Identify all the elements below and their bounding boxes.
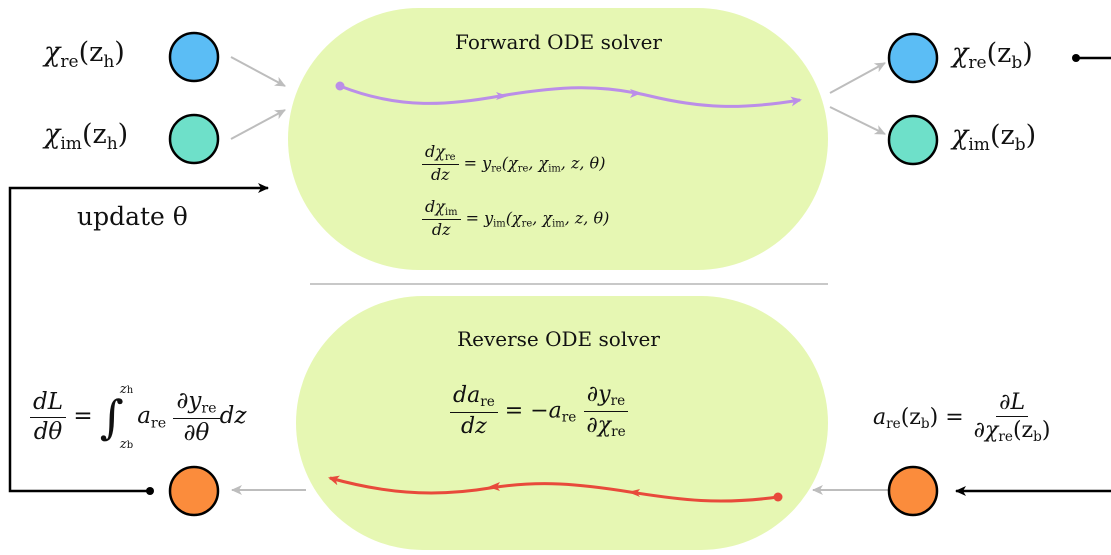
node-chi-im-h bbox=[168, 113, 220, 165]
label-chi-re-h: χre(zh) bbox=[44, 37, 125, 72]
arrow-im-h-to-solver bbox=[230, 109, 286, 140]
reverse-mid-arrowhead-2 bbox=[488, 482, 500, 491]
feedback-loop-dot bbox=[146, 487, 154, 495]
forward-equation-im: dχim dz = yim(χre, χim, z, θ) bbox=[422, 197, 609, 240]
reverse-equation: dare dz = −are ∂yre ∂χre bbox=[450, 382, 629, 441]
forward-solver-title: Forward ODE solver bbox=[455, 30, 662, 54]
reverse-solver-title: Reverse ODE solver bbox=[457, 327, 660, 351]
forward-mid-arrowhead-1 bbox=[496, 92, 508, 100]
forward-mid-arrowhead-2 bbox=[630, 89, 642, 98]
reverse-solver-blob bbox=[296, 296, 828, 550]
arrow-solver-to-re-b bbox=[829, 62, 886, 94]
update-theta-label: update θ bbox=[77, 202, 188, 231]
label-chi-im-b: χim(zb) bbox=[952, 120, 1037, 155]
reverse-mid-arrowhead-1 bbox=[628, 489, 640, 497]
gradient-formula-left: dL dθ = ∫ zh zb are ∂yre ∂θ dz bbox=[30, 382, 246, 452]
node-adjoint-b bbox=[887, 465, 939, 517]
arrow-solver-to-im-b bbox=[829, 106, 886, 135]
forward-equation-re: dχre dz = yre(χre, χim, z, θ) bbox=[422, 142, 605, 185]
node-chi-im-b bbox=[887, 114, 939, 166]
node-chi-re-b bbox=[887, 32, 939, 84]
label-chi-im-h: χim(zh) bbox=[44, 119, 129, 154]
forward-curve-start-dot bbox=[335, 81, 345, 91]
reverse-curve-start-dot bbox=[773, 492, 783, 502]
reverse-trajectory-curve bbox=[328, 475, 779, 503]
feedback-loop-line bbox=[8, 183, 269, 493]
output-exit-dot bbox=[1072, 54, 1080, 62]
node-chi-re-h bbox=[168, 31, 220, 83]
forward-trajectory-curve bbox=[339, 84, 802, 108]
arrow-re-h-to-solver bbox=[230, 56, 286, 87]
adjoint-initial-condition: are(zb) = ∂L ∂χre(zb) bbox=[873, 390, 1051, 446]
label-chi-re-b: χre(zb) bbox=[952, 38, 1033, 73]
forward-solver-blob bbox=[288, 8, 828, 270]
node-adjoint-h bbox=[168, 465, 220, 517]
